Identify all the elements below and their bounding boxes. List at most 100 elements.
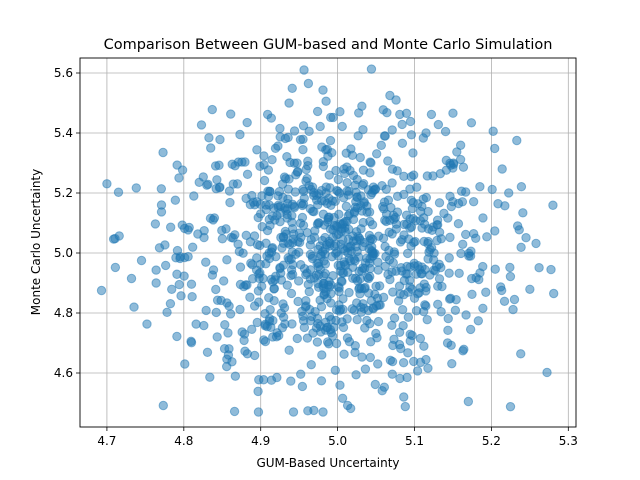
- data-point: [249, 301, 260, 311]
- data-point: [341, 201, 352, 212]
- data-point: [516, 182, 527, 192]
- data-point: [315, 321, 325, 331]
- data-point: [293, 296, 303, 307]
- data-point: [224, 344, 234, 354]
- data-point: [158, 147, 168, 158]
- data-point: [304, 126, 314, 137]
- data-point: [399, 392, 409, 402]
- data-point: [198, 172, 208, 182]
- data-point: [423, 206, 433, 217]
- data-point: [446, 340, 456, 350]
- data-point: [499, 296, 510, 306]
- data-point: [187, 242, 198, 252]
- data-point: [345, 403, 356, 414]
- data-point: [380, 241, 390, 252]
- data-point: [415, 333, 426, 344]
- data-point: [257, 221, 267, 232]
- data-point: [379, 382, 390, 392]
- data-point: [312, 337, 323, 347]
- data-point: [455, 140, 466, 150]
- data-point: [212, 332, 222, 342]
- data-point: [385, 90, 395, 101]
- data-point: [298, 144, 308, 155]
- data-point: [203, 179, 213, 190]
- data-point: [405, 214, 415, 224]
- data-point: [313, 244, 323, 254]
- data-point: [497, 285, 507, 296]
- data-point: [326, 298, 336, 308]
- data-point: [305, 240, 316, 250]
- data-point: [322, 198, 332, 209]
- data-point: [380, 261, 390, 271]
- data-point: [339, 257, 349, 267]
- data-point: [417, 269, 427, 279]
- data-point: [230, 230, 240, 240]
- data-point: [490, 264, 500, 274]
- data-point: [354, 233, 365, 243]
- data-point: [412, 366, 423, 376]
- data-point: [405, 275, 415, 286]
- data-point: [237, 157, 247, 167]
- data-point: [255, 240, 265, 251]
- data-point: [445, 191, 455, 202]
- data-point: [365, 216, 375, 227]
- data-point: [365, 352, 376, 363]
- data-point: [205, 372, 215, 382]
- data-point: [277, 243, 287, 253]
- data-point: [456, 186, 467, 196]
- data-point: [220, 320, 230, 330]
- data-point: [403, 312, 414, 322]
- data-point: [458, 239, 468, 249]
- data-point: [445, 232, 455, 243]
- data-point: [334, 209, 344, 220]
- data-point: [294, 247, 304, 257]
- data-point: [400, 401, 410, 412]
- data-point: [286, 376, 296, 386]
- data-point: [309, 273, 320, 283]
- data-point: [242, 169, 253, 180]
- data-point: [456, 248, 466, 259]
- data-point: [286, 254, 296, 264]
- data-point: [324, 339, 334, 349]
- data-point: [333, 251, 343, 261]
- data-point: [514, 225, 524, 235]
- data-point: [412, 182, 422, 192]
- data-point: [534, 263, 544, 273]
- data-point: [379, 197, 390, 207]
- data-point: [260, 319, 270, 330]
- data-point: [324, 170, 334, 180]
- data-point: [454, 268, 464, 278]
- data-point: [408, 197, 418, 208]
- data-point: [420, 300, 430, 310]
- data-point: [335, 304, 346, 315]
- data-point: [313, 200, 323, 210]
- data-point: [525, 284, 535, 294]
- data-point: [348, 273, 358, 284]
- data-point: [325, 324, 336, 335]
- data-point: [402, 248, 413, 259]
- data-point: [376, 140, 387, 151]
- data-point: [275, 123, 285, 134]
- data-point: [260, 309, 270, 319]
- data-point: [210, 161, 221, 171]
- data-point: [222, 255, 232, 265]
- data-point: [283, 184, 294, 194]
- data-point: [293, 276, 304, 286]
- data-point: [96, 285, 107, 296]
- x-tick-label: 5.0: [328, 434, 347, 448]
- data-point: [296, 369, 306, 379]
- data-point: [316, 376, 327, 386]
- x-tick-label: 5.2: [482, 434, 501, 448]
- data-point: [193, 229, 203, 239]
- data-point: [245, 237, 256, 247]
- data-point: [352, 314, 362, 325]
- data-point: [303, 156, 313, 166]
- data-point: [371, 328, 381, 339]
- data-point: [108, 234, 119, 244]
- data-point: [272, 328, 282, 338]
- data-point: [310, 226, 320, 236]
- data-point: [371, 149, 382, 159]
- data-point: [406, 171, 416, 182]
- data-point: [358, 125, 368, 135]
- data-point: [434, 274, 445, 284]
